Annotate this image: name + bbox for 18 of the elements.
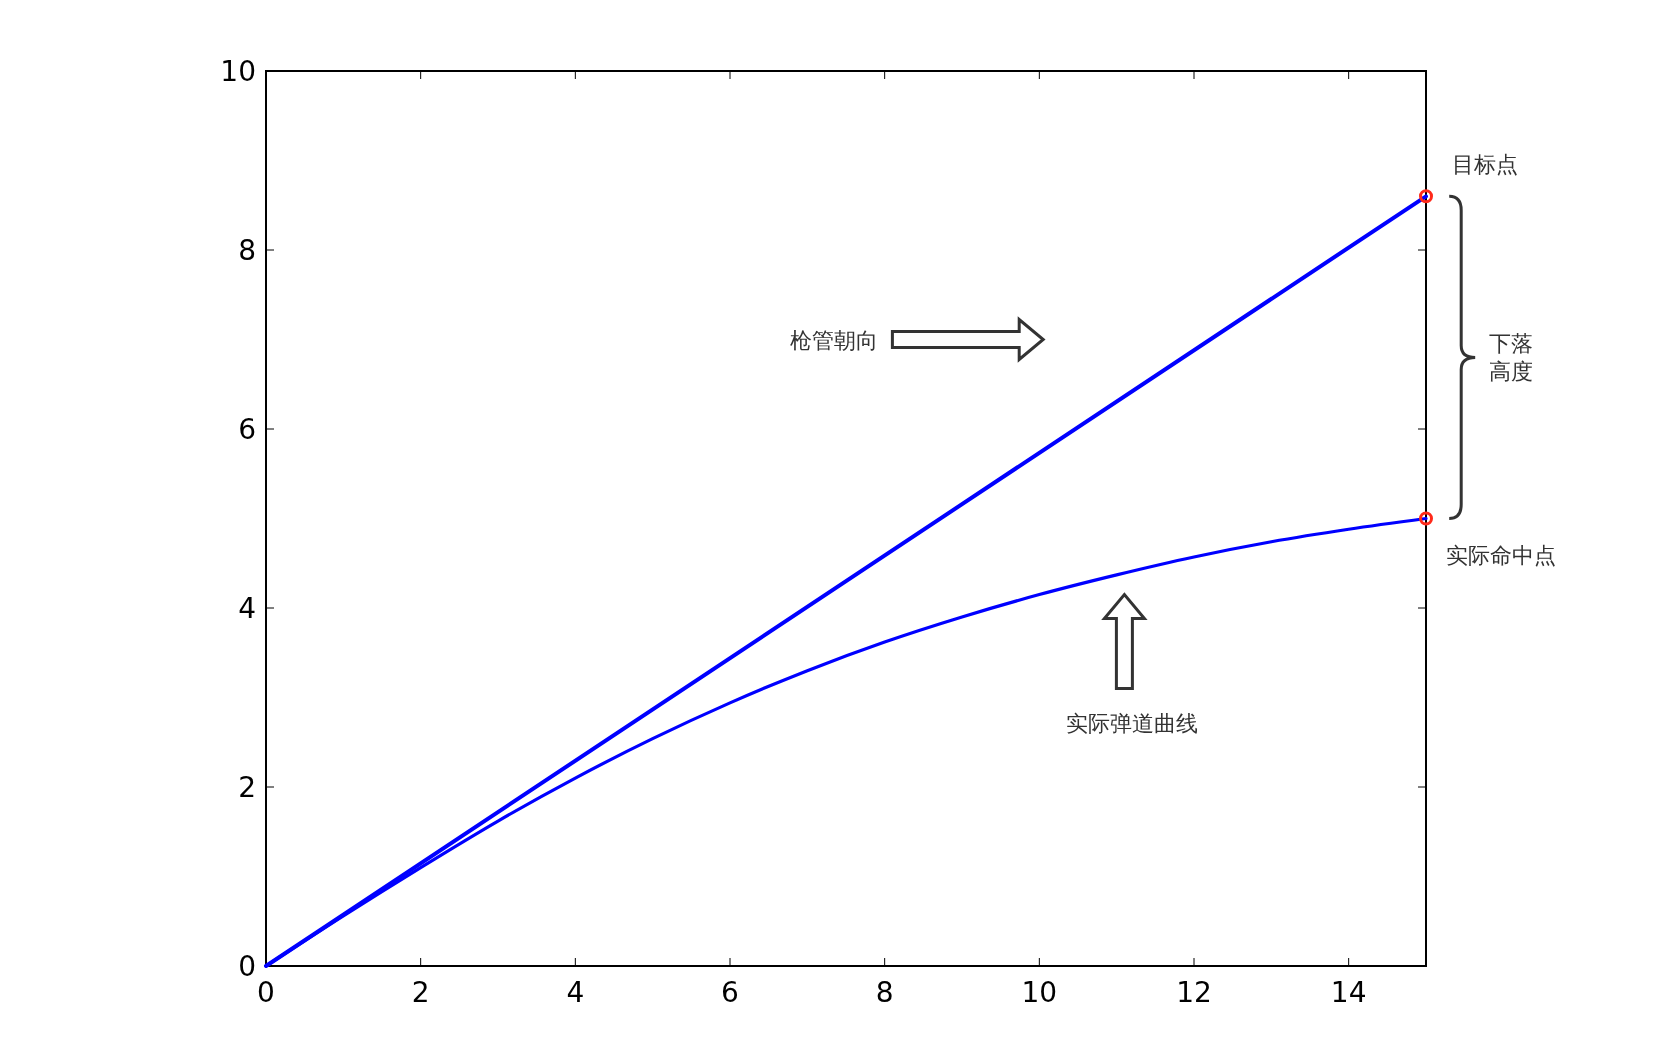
x-tick-label: 14 bbox=[1330, 976, 1367, 1009]
x-tick-label: 12 bbox=[1176, 976, 1212, 1009]
annotation: 实际弹道曲线 bbox=[1066, 710, 1199, 736]
y-tick-label: 6 bbox=[238, 413, 256, 446]
y-tick-label: 10 bbox=[220, 55, 256, 88]
x-tick-label: 10 bbox=[1021, 976, 1058, 1009]
y-tick-label: 4 bbox=[238, 592, 256, 625]
annotation: 目标点 bbox=[1452, 152, 1518, 178]
y-tick-label: 8 bbox=[238, 234, 256, 267]
x-tick-label: 4 bbox=[566, 976, 585, 1009]
y-tick-label: 2 bbox=[238, 771, 256, 804]
x-tick-label: 2 bbox=[411, 976, 430, 1009]
x-tick-label: 8 bbox=[875, 976, 894, 1009]
annotation: 实际命中点 bbox=[1446, 542, 1556, 568]
x-tick-label: 6 bbox=[721, 976, 739, 1009]
annotation: 枪管朝向 bbox=[790, 327, 879, 353]
y-tick-label: 0 bbox=[238, 950, 256, 983]
text: 下落高度 bbox=[1489, 331, 1534, 385]
